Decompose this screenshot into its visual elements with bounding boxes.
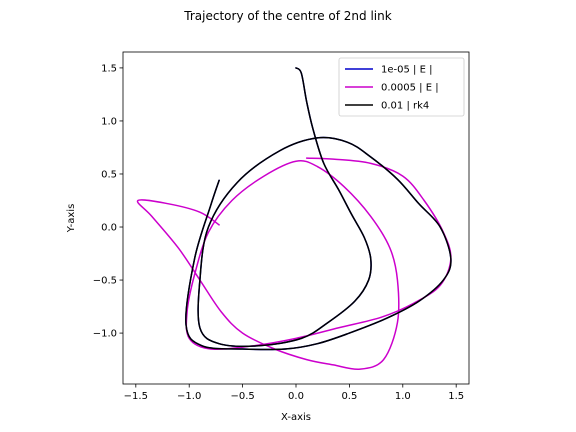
x-tick-label: −1.0	[177, 391, 201, 402]
x-tick-label: −1.5	[124, 391, 148, 402]
series-layer	[136, 67, 452, 371]
x-axis-label: X-axis	[281, 412, 311, 423]
x-tick-label: 0.0	[288, 391, 304, 402]
legend-label-1: 1e-05 | E |	[381, 65, 432, 76]
x-tick-label: 1.0	[395, 391, 411, 402]
x-tick-label: −0.5	[230, 391, 254, 402]
x-tick-label: 0.5	[341, 391, 357, 402]
legend-label-2: 0.0005 | E |	[381, 83, 439, 94]
y-tick-label: 0.0	[101, 223, 117, 234]
ticks-layer: −1.5 −1.0 −0.5 0.0 0.5 1.0 1.5 −1.0 −0.5 0.0 0.5 1.…	[93, 63, 464, 402]
legend-frame	[338, 57, 465, 117]
y-tick-label: 1.0	[101, 116, 117, 127]
y-tick-label: 1.5	[101, 63, 117, 74]
chart-title: Trajectory of the centre of 2nd link	[183, 9, 391, 23]
y-axis-label: Y-axis	[66, 204, 77, 234]
legend: 1e-05 | E | 0.0005 | E | 0.01 | rk4	[338, 57, 465, 117]
y-tick-label: −0.5	[93, 276, 117, 287]
y-tick-label: −1.0	[93, 329, 117, 340]
series-line-2	[136, 157, 452, 371]
legend-label-3: 0.01 | rk4	[381, 101, 429, 112]
legend-items: 1e-05 | E | 0.0005 | E | 0.01 | rk4	[345, 65, 439, 112]
series-line-3	[185, 67, 452, 351]
x-tick-label: 1.5	[448, 391, 464, 402]
y-tick-label: 0.5	[101, 169, 117, 180]
